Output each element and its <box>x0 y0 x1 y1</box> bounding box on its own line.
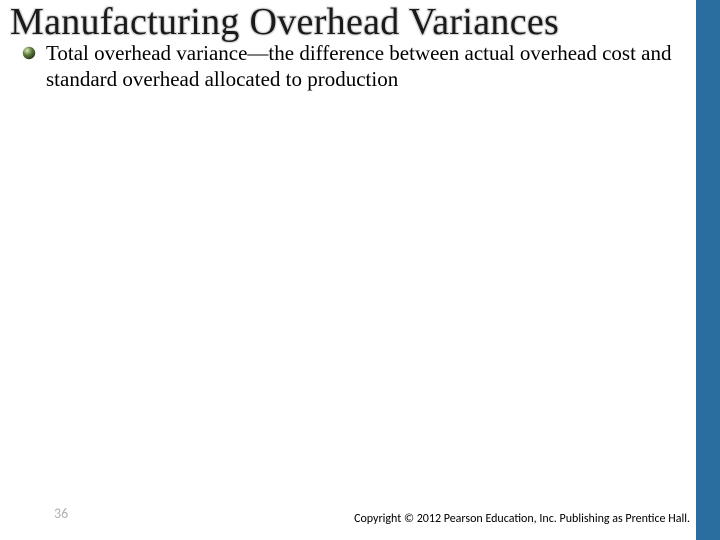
copyright-footer: Copyright © 2012 Pearson Education, Inc.… <box>354 512 690 526</box>
right-accent-bar <box>696 0 720 540</box>
slide-title: Manufacturing Overhead Variances <box>10 0 559 44</box>
page-number: 36 <box>54 505 68 522</box>
sphere-bullet-icon <box>22 46 36 60</box>
bullet-text: Total overhead variance—the difference b… <box>46 40 680 93</box>
bullet-item: Total overhead variance—the difference b… <box>22 40 680 93</box>
